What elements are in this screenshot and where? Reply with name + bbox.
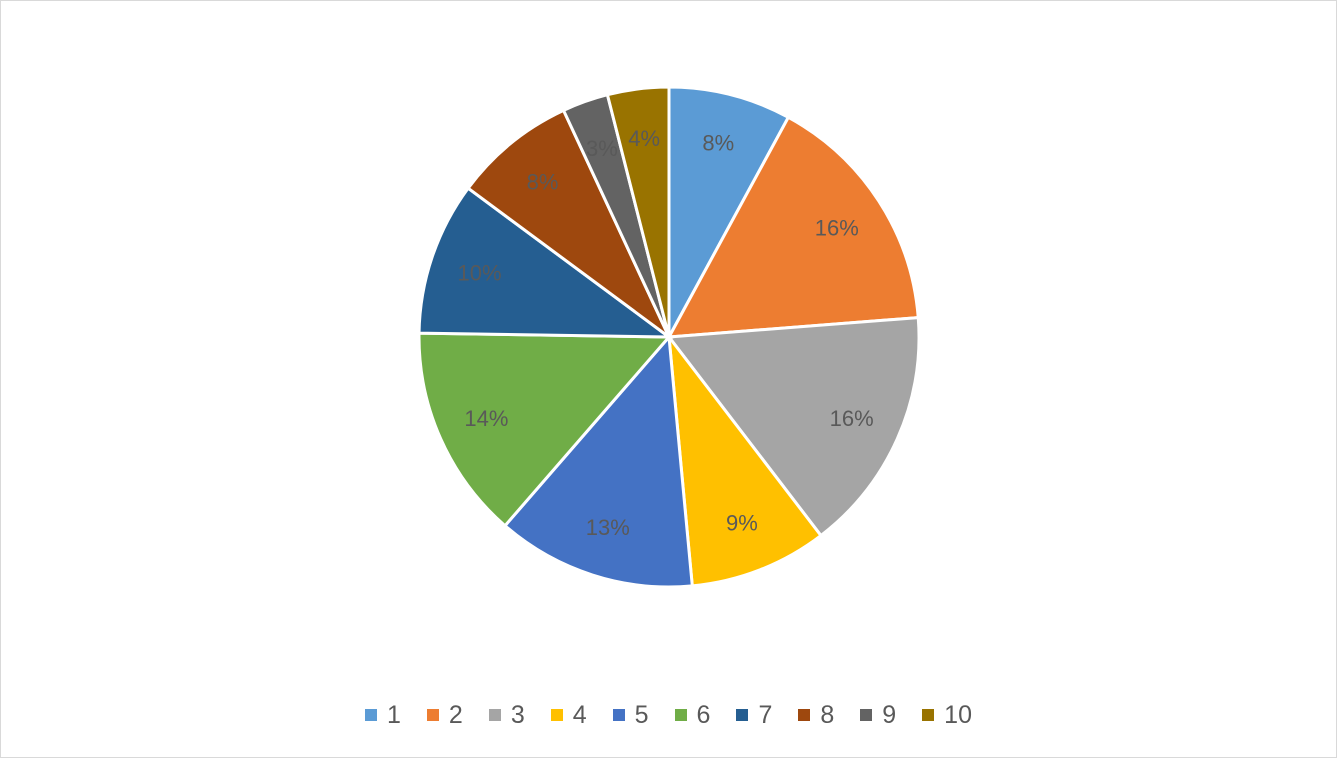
legend-item-7: 7 — [736, 701, 772, 730]
legend-label-7: 7 — [758, 700, 773, 729]
pie-slice-10 — [605, 85, 671, 338]
data-label-9: 3% — [586, 136, 618, 161]
data-label-6: 14% — [464, 406, 508, 431]
legend-label-8: 8 — [820, 700, 835, 729]
legend-item-6: 6 — [674, 700, 711, 730]
data-label-10: 4% — [628, 126, 660, 151]
legend-label-2: 2 — [448, 700, 463, 729]
legend-label-9: 9 — [882, 700, 897, 729]
legend-swatch-1 — [365, 709, 378, 721]
legend-item-10: 10 — [922, 701, 972, 730]
pie-slice-5 — [502, 333, 694, 589]
legend-item-5: 5 — [612, 700, 649, 730]
data-label-2: 16% — [815, 216, 859, 241]
legend-item-4: 4 — [550, 700, 587, 730]
legend-label-3: 3 — [510, 700, 525, 729]
legend-swatch-10 — [922, 709, 935, 721]
legend-swatch-9 — [860, 709, 873, 721]
pie-slice-7 — [417, 186, 674, 339]
data-label-3: 16% — [830, 406, 874, 431]
legend-label-5: 5 — [634, 700, 649, 729]
data-label-4: 9% — [726, 511, 758, 536]
data-label-1: 8% — [702, 131, 734, 156]
pie-slice-4 — [667, 331, 824, 588]
legend-swatch-6 — [674, 709, 687, 721]
data-label-7: 10% — [458, 260, 502, 285]
pie-slice-3 — [666, 315, 921, 538]
legend-item-2: 2 — [426, 700, 463, 730]
legend-label-10: 10 — [944, 700, 972, 729]
legend-swatch-8 — [798, 709, 811, 721]
legend-item-9: 9 — [860, 701, 896, 730]
legend-swatch-2 — [426, 709, 439, 721]
data-label-5: 13% — [586, 515, 630, 540]
legend-item-8: 8 — [798, 701, 834, 730]
pie-slice-2 — [666, 115, 920, 339]
legend-label-1: 1 — [387, 700, 401, 729]
legend: 1 2 3 4 5 6 7 8 9 10 — [1, 698, 1336, 732]
legend-swatch-4 — [550, 709, 563, 721]
legend-item-3: 3 — [488, 700, 525, 730]
pie-slice-1 — [667, 85, 791, 338]
pie-chart: 8% 16% 16% 9% 13% 14% 10% 8% 3% 4% — [417, 85, 921, 589]
legend-swatch-5 — [612, 709, 625, 721]
legend-swatch-7 — [736, 709, 749, 721]
pie-slice-8 — [466, 108, 671, 339]
legend-label-6: 6 — [696, 700, 711, 729]
legend-swatch-3 — [488, 709, 501, 721]
data-label-8: 8% — [527, 170, 559, 195]
pie-slice-6 — [417, 331, 673, 528]
legend-label-4: 4 — [572, 700, 587, 729]
legend-item-1: 1 — [365, 701, 401, 730]
